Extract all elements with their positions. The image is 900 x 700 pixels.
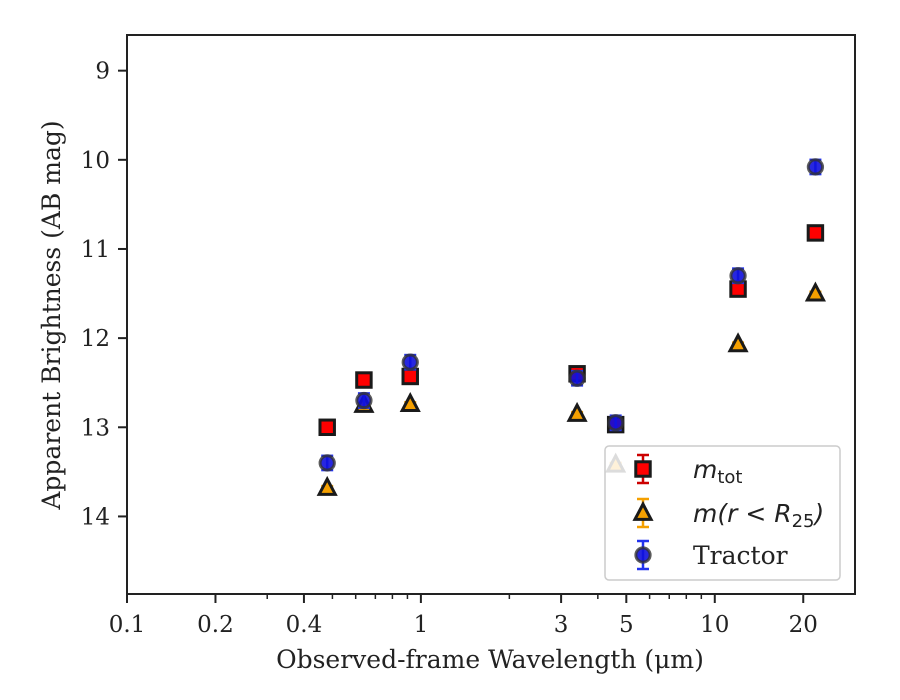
point-tractor-3 bbox=[401, 353, 419, 371]
x-tick-label-5: 3 bbox=[554, 612, 569, 638]
point-m-r-r25-7 bbox=[804, 281, 826, 302]
y-tick-label-5: 13 bbox=[81, 415, 110, 441]
x-axis-label: Observed-frame Wavelength (μm) bbox=[276, 645, 704, 674]
x-tick-label-4: 1 bbox=[414, 612, 429, 638]
point-tractor-7 bbox=[806, 158, 825, 176]
point-tractor-5 bbox=[607, 414, 625, 432]
y-tick-label-2: 10 bbox=[81, 148, 110, 174]
point-tractor-1 bbox=[318, 454, 336, 472]
point-m-r-r25-4 bbox=[566, 401, 588, 422]
legend-marker-m-r-r25 bbox=[632, 500, 654, 521]
legend-marker-m-tot bbox=[634, 460, 652, 478]
x-tick-label-8: 20 bbox=[789, 612, 818, 638]
point-m-tot-7 bbox=[806, 224, 825, 242]
legend-label-m-tot-subscript: tot bbox=[717, 467, 742, 488]
y-tick-label-1: 9 bbox=[95, 59, 110, 85]
point-m-tot-3 bbox=[401, 367, 419, 386]
point-m-tot-2 bbox=[355, 371, 373, 389]
point-tractor-4 bbox=[568, 369, 586, 387]
point-tractor-6 bbox=[729, 267, 747, 285]
point-m-r-r25-6 bbox=[727, 332, 749, 353]
data-marks-layer bbox=[316, 158, 826, 496]
x-tick-label-3: 0.4 bbox=[286, 612, 323, 638]
point-m-r-r25-3 bbox=[399, 392, 421, 413]
point-m-tot-1 bbox=[318, 418, 336, 437]
x-tick-label-1: 0.1 bbox=[109, 612, 146, 638]
plot-frame bbox=[126, 34, 856, 595]
legend-marker-tractor bbox=[634, 546, 652, 564]
legend-label-m-r-r25-subscript: 25 bbox=[792, 511, 815, 532]
point-m-r-r25-1 bbox=[316, 475, 338, 496]
y-axis-label: Apparent Brightness (AB mag) bbox=[37, 120, 66, 510]
x-tick-label-2: 0.2 bbox=[197, 612, 234, 638]
legend-box bbox=[604, 445, 841, 581]
y-tick-label-6: 14 bbox=[81, 504, 110, 530]
legend-label-m-r-r25-close: ) bbox=[813, 499, 825, 528]
y-tick-label-4: 12 bbox=[81, 326, 110, 352]
point-tractor-2 bbox=[355, 391, 373, 410]
series-tractor bbox=[318, 158, 825, 472]
x-tick-label-6: 5 bbox=[619, 612, 634, 638]
legend-label-tractor: Tractor bbox=[693, 541, 788, 570]
y-tick-label-3: 11 bbox=[81, 237, 110, 263]
x-tick-label-7: 10 bbox=[700, 612, 729, 638]
